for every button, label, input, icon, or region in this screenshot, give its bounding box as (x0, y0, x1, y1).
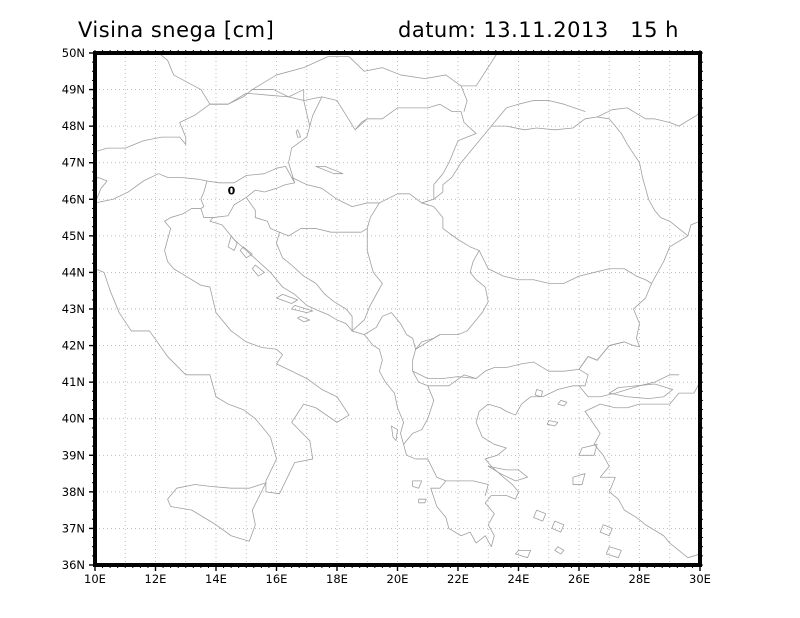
geo-polyline (158, 53, 211, 105)
geo-polyline (295, 129, 302, 138)
x-tick-label: 22E (447, 572, 469, 586)
geo-polyline (533, 509, 547, 522)
geo-polyline (551, 520, 565, 533)
x-tick-label: 10E (84, 572, 106, 586)
y-tick-label: 37N (62, 521, 85, 535)
geo-polyline (412, 480, 423, 489)
geo-polyline (572, 473, 586, 485)
geo-polyline (200, 165, 296, 218)
geo-polyline (475, 53, 498, 87)
geo-polyline (351, 228, 383, 332)
y-tick-label: 36N (62, 558, 85, 572)
geo-polyline (403, 385, 435, 445)
geo-polyline (95, 92, 311, 184)
geo-polyline (403, 368, 589, 548)
geo-polyline (478, 250, 652, 284)
y-tick-label: 38N (62, 485, 85, 499)
x-tick-label: 26E (568, 572, 590, 586)
geo-polyline (412, 370, 477, 379)
gridlines (95, 53, 700, 565)
geo-polyline (534, 389, 544, 398)
geo-polyline (584, 381, 700, 412)
geo-polyline (578, 443, 598, 456)
geo-polyline (276, 231, 353, 332)
x-tick-label: 18E (326, 572, 348, 586)
y-tick-label: 47N (62, 156, 85, 170)
x-tick-label: 14E (205, 572, 227, 586)
geo-polyline (363, 312, 417, 350)
geo-polyline (418, 498, 427, 504)
x-tick-label: 12E (145, 572, 167, 586)
geo-polyline (209, 217, 404, 445)
geo-polyline (378, 193, 640, 387)
geo-polyline (578, 374, 680, 398)
y-tick-label: 40N (62, 412, 85, 426)
geo-polyline (490, 100, 586, 127)
geo-polyline (546, 420, 559, 427)
geo-polyline (421, 116, 689, 237)
geo-polyline (245, 176, 380, 237)
x-tick-label: 24E (508, 572, 530, 586)
station-value: 0 (228, 185, 236, 198)
y-axis-tick-labels: 36N 37N 38N 39N 40N 41N 42N 43N 44N 45N 46N 47N 48N 4… (62, 46, 85, 572)
x-tick-label: 16E (266, 572, 288, 586)
x-tick-label: 28E (629, 572, 651, 586)
y-tick-label: 41N (62, 375, 85, 389)
geo-polyline (584, 410, 700, 559)
geo-polyline (554, 546, 565, 555)
date-title: datum: 13.11.2013 15 h (398, 18, 679, 42)
y-tick-label: 44N (62, 265, 85, 279)
geo-polyline (608, 383, 674, 400)
geo-polyline (251, 56, 477, 90)
geo-polyline (354, 118, 368, 131)
y-tick-label: 42N (62, 339, 85, 353)
y-tick-label: 39N (62, 448, 85, 462)
y-tick-label: 46N (62, 192, 85, 206)
geo-polyline (391, 425, 398, 442)
geo-polyline (415, 334, 441, 350)
y-tick-label: 43N (62, 302, 85, 316)
geo-polyline (95, 180, 350, 495)
y-tick-label: 48N (62, 119, 85, 133)
y-tick-label: 50N (62, 46, 85, 60)
geo-polyline (167, 482, 267, 542)
geo-polyline (297, 315, 311, 323)
geo-polyline (227, 89, 305, 105)
x-axis-tick-labels: 10E 12E 14E 16E 18E 20E 22E 24E 26E 28E 30E (84, 572, 711, 586)
geo-polyline (460, 85, 468, 112)
coastlines-and-borders (95, 53, 700, 559)
geo-polyline (605, 546, 622, 559)
geo-polyline (291, 304, 314, 314)
geo-polyline (557, 400, 568, 407)
geo-polyline (599, 524, 613, 537)
y-tick-label: 45N (62, 229, 85, 243)
geo-polyline (95, 173, 208, 204)
axis-ticks (89, 50, 703, 571)
geo-polyline (445, 480, 489, 496)
page-title: Visina snega [cm] (78, 18, 275, 42)
station-value-labels: 0 (228, 185, 236, 198)
geo-polyline (596, 107, 700, 127)
geo-polyline (309, 96, 323, 127)
y-tick-label: 49N (62, 83, 85, 97)
geo-polyline (251, 264, 265, 277)
geo-polyline (95, 176, 108, 204)
geo-polyline (578, 341, 625, 370)
x-tick-label: 20E (387, 572, 409, 586)
geo-polyline (227, 235, 238, 251)
geo-polyline (239, 246, 253, 259)
geo-polyline (487, 465, 528, 482)
x-tick-label: 30E (689, 572, 711, 586)
geo-polyline (515, 549, 531, 559)
geo-polyline (276, 293, 299, 304)
geo-polyline (315, 165, 344, 175)
